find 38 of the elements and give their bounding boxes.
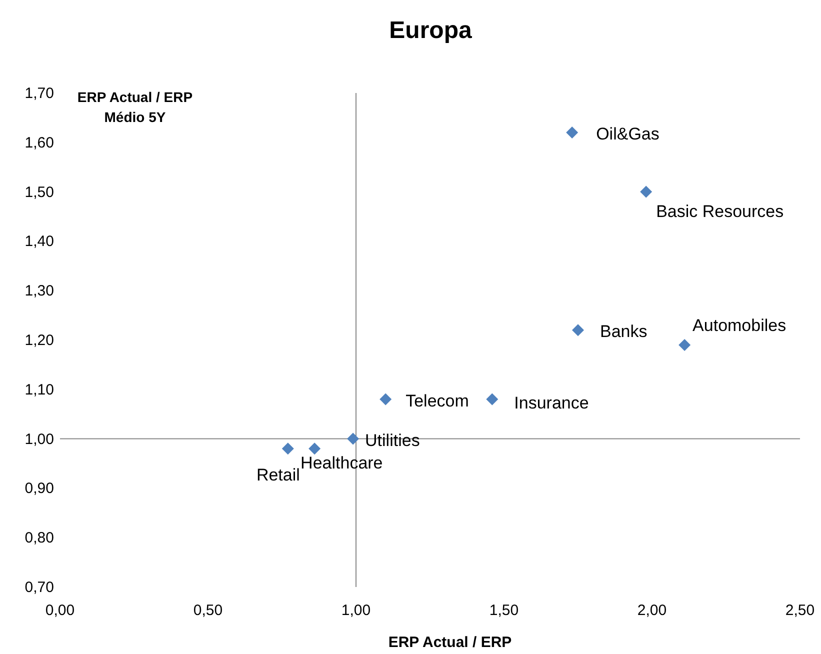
- x-tick-label: 1,50: [489, 602, 519, 619]
- x-tick-label: 0,00: [45, 602, 75, 619]
- y-tick-label: 0,80: [24, 530, 54, 547]
- series-label: Banks: [600, 322, 648, 342]
- point: [486, 393, 498, 406]
- y-tick-label: 1,10: [24, 381, 54, 398]
- y-tick-label: 1,30: [24, 282, 54, 300]
- series-label: Basic Resources: [656, 202, 784, 221]
- x-tick-label: 0,50: [193, 602, 223, 619]
- y-tick-label: 1,40: [24, 233, 54, 250]
- y-tick-label: 1,20: [24, 332, 54, 349]
- x-axis-title: ERP Actual / ERP: [388, 634, 512, 651]
- y-tick-label: 0,90: [24, 480, 54, 498]
- point: [380, 393, 392, 406]
- y-axis-title: ERP Actual / ERP Médio 5Y: [76, 88, 194, 127]
- series-label: Oil&Gas: [596, 124, 660, 144]
- series-label: Utilities: [365, 430, 420, 450]
- y-tick-label: 1,50: [24, 184, 54, 201]
- point: [572, 324, 584, 336]
- point: [640, 186, 652, 198]
- y-tick-label: 1,00: [24, 430, 54, 448]
- series-label: Healthcare: [300, 454, 383, 473]
- chart-title: Europa: [389, 17, 472, 44]
- x-tick-label: 2,00: [637, 602, 667, 619]
- point: [678, 338, 691, 351]
- y-tick-label: 1,60: [24, 134, 54, 152]
- point: [282, 442, 294, 455]
- point: [566, 126, 578, 139]
- x-tick-label: 1,00: [341, 602, 371, 619]
- series-label: Telecom: [406, 391, 469, 410]
- series-label: Retail: [256, 466, 300, 485]
- point: [308, 442, 321, 455]
- y-tick-label: 0,70: [24, 579, 54, 596]
- series-label: Insurance: [514, 393, 589, 412]
- x-tick-label: 2,50: [785, 602, 815, 619]
- series-label: Automobiles: [692, 316, 786, 335]
- y-tick-label: 1,70: [24, 85, 54, 102]
- point: [347, 432, 360, 445]
